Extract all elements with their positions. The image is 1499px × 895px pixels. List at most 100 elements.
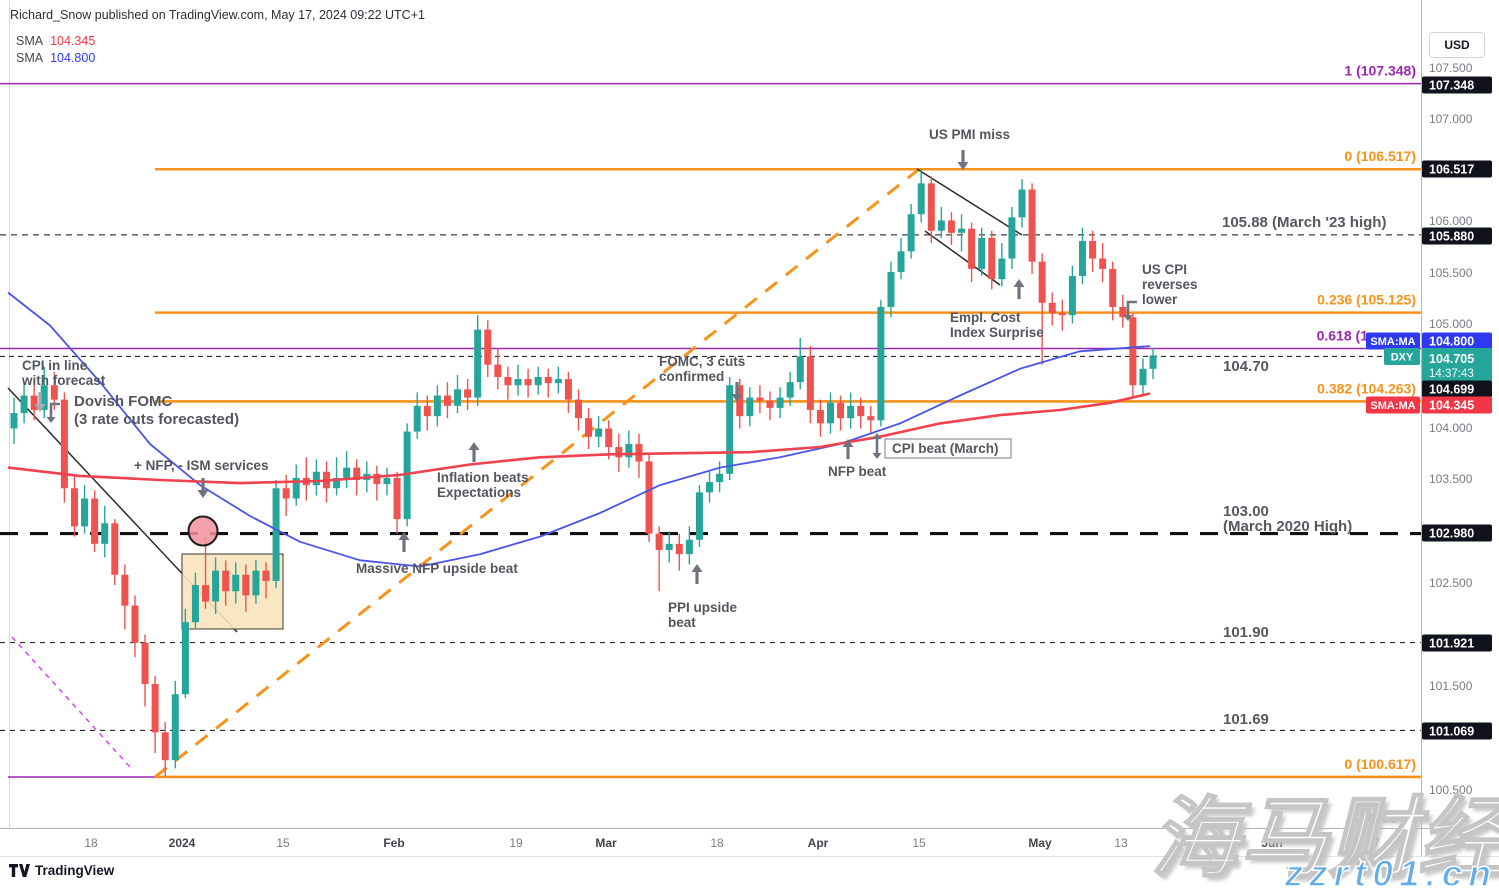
- event-circle[interactable]: [187, 515, 219, 547]
- trendline-4[interactable]: [924, 230, 1001, 286]
- annotation-box[interactable]: [884, 438, 1012, 459]
- sma-blue[interactable]: [7, 291, 1151, 568]
- tradingview-logo[interactable]: TradingView: [9, 863, 114, 878]
- annotation-arrow-down[interactable]: [957, 150, 969, 170]
- candle-body: [383, 477, 391, 485]
- candle-body: [504, 377, 512, 386]
- annotation-text: lower: [1142, 292, 1178, 307]
- legend-sma-red[interactable]: SMA 104.345: [16, 33, 95, 50]
- candle-body: [333, 477, 341, 489]
- candle-body: [20, 395, 28, 414]
- candle-body: [746, 397, 754, 417]
- candle-body: [60, 399, 68, 489]
- candle-body: [1018, 189, 1026, 218]
- candle-body: [353, 467, 361, 480]
- price-badge-value: 104.345: [1429, 399, 1474, 413]
- currency-button[interactable]: USD: [1429, 32, 1485, 58]
- candle-body: [756, 397, 764, 401]
- candle-body: [131, 605, 139, 643]
- time-axis[interactable]: [0, 828, 1499, 857]
- candle-body: [1078, 241, 1086, 277]
- price-badge-value: 104.705: [1429, 352, 1474, 366]
- time-tick: 17: [1366, 836, 1380, 850]
- annotation-arrow-up[interactable]: [842, 439, 854, 459]
- candle-body: [151, 683, 159, 733]
- clipped-price-label: 100.00: [1352, 810, 1398, 827]
- annotation-arrow-down[interactable]: [197, 478, 209, 498]
- price-axis[interactable]: [1421, 0, 1499, 857]
- legend-sma-red-value: 104.345: [50, 34, 96, 48]
- candle-body: [81, 498, 89, 527]
- candle-body: [1038, 261, 1046, 303]
- time-tick: 19: [509, 836, 523, 850]
- candle-body: [40, 385, 48, 410]
- candle-body: [847, 405, 855, 419]
- candle-body: [413, 405, 421, 432]
- candle-body: [524, 379, 532, 386]
- candle-body: [645, 461, 653, 534]
- candle-body: [474, 329, 482, 398]
- candle-body: [1058, 313, 1066, 316]
- candle-body: [272, 488, 280, 581]
- price-badge: [1422, 76, 1492, 94]
- candle-body: [111, 523, 119, 575]
- candle-body: [766, 400, 774, 408]
- candle-body: [887, 271, 895, 307]
- annotation-arrow-up[interactable]: [398, 532, 410, 552]
- annotation-arrow-up[interactable]: [1013, 279, 1025, 299]
- candle-body: [816, 409, 824, 424]
- candle-body: [988, 237, 996, 280]
- annotation-arrow-down[interactable]: [34, 392, 46, 412]
- fib-label: 0.382 (104.263): [1317, 380, 1416, 396]
- annotation-arrow-up[interactable]: [468, 442, 480, 462]
- candle-body: [585, 418, 593, 437]
- candle-body: [857, 405, 865, 417]
- annotation-arrow-up[interactable]: [691, 564, 703, 584]
- price-tick: 105.000: [1429, 317, 1473, 331]
- legend-sma-blue[interactable]: SMA 104.800: [16, 50, 95, 67]
- trendline-1[interactable]: [11, 636, 131, 768]
- annotation-text: Inflation beats: [437, 470, 529, 485]
- annotation-text: Empl. Cost: [950, 310, 1021, 325]
- sma-red[interactable]: [7, 392, 1151, 485]
- candle-body: [1119, 306, 1127, 318]
- candle-body: [30, 395, 38, 410]
- candle-body: [655, 533, 663, 551]
- candle-body: [161, 732, 169, 761]
- price-badge: [1422, 524, 1492, 542]
- price-tick: 101.500: [1429, 679, 1473, 693]
- indicator-chip: [1384, 348, 1420, 365]
- price-badge: [1422, 332, 1492, 350]
- annotation-arrow-updown[interactable]: [872, 433, 882, 459]
- time-tick: Apr: [808, 836, 829, 850]
- level-label: 105.88 (March '23 high): [1222, 214, 1386, 231]
- trendline-0[interactable]: [154, 168, 919, 779]
- price-badge-value: 104.699: [1429, 383, 1474, 397]
- candle-body: [605, 428, 613, 448]
- trendline-3[interactable]: [916, 168, 1023, 236]
- annotation-arrow-hook[interactable]: [1123, 300, 1138, 321]
- annotation-arrow-hook[interactable]: [46, 402, 61, 423]
- candle-body: [454, 389, 462, 406]
- price-badge-value: 104.800: [1429, 335, 1474, 349]
- legend-sma-blue-value: 104.800: [50, 51, 96, 65]
- price-tick: 107.000: [1429, 112, 1473, 126]
- candle-body: [927, 183, 935, 231]
- indicator-chip: [1366, 332, 1420, 350]
- price-tick: 106.000: [1429, 214, 1473, 228]
- candle-body: [443, 395, 451, 406]
- fib-label: 0.236 (105.125): [1317, 292, 1416, 308]
- annotation-arrow-down[interactable]: [731, 382, 743, 402]
- candle-body: [574, 399, 582, 419]
- candle-body: [907, 214, 915, 252]
- price-badge: [1422, 396, 1492, 414]
- indicator-chip-label: SMA:MA: [1370, 400, 1415, 412]
- candle-body: [544, 377, 552, 384]
- time-tick: Feb: [383, 836, 404, 850]
- price-tick: 103.500: [1429, 472, 1473, 486]
- candle-body: [1089, 241, 1097, 259]
- price-badge-value: 107.348: [1429, 79, 1474, 93]
- candle-body: [222, 570, 230, 592]
